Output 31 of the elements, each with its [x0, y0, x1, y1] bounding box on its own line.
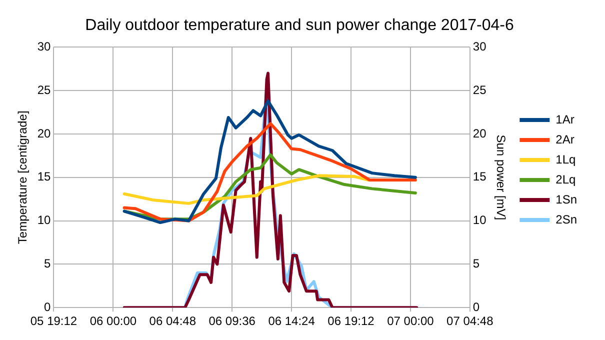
y2-tick-label: 25 [472, 82, 487, 97]
y-tick-label: 0 [44, 300, 52, 314]
y2-tick-label: 30 [472, 40, 487, 54]
x-tick-label: 06 00:00 [90, 314, 137, 328]
x-tick-label: 05 19:12 [30, 314, 78, 328]
chart-title: Daily outdoor temperature and sun power change 2017-04-6 [85, 17, 514, 34]
y-tick-label: 5 [44, 256, 52, 271]
x-tick-label: 07 00:00 [387, 314, 434, 328]
legend-label: 1Sn [556, 192, 578, 206]
y2-tick-label: 0 [472, 300, 480, 314]
y-axis-title: Temperature [centigrade] [16, 110, 30, 244]
legend-label: 2Lq [556, 172, 576, 186]
x-tick-label: 06 09:36 [208, 314, 256, 328]
x-tick-label: 07 04:48 [446, 314, 494, 328]
x-tick-label: 06 04:48 [149, 314, 196, 328]
legend-label: 2Sn [556, 212, 578, 226]
legend-label: 2Ar [556, 132, 574, 146]
y2-tick-label: 15 [472, 170, 487, 184]
y2-tick-label: 20 [472, 126, 487, 140]
legend-label: 1Lq [556, 152, 576, 166]
y-tick-label: 20 [37, 126, 52, 140]
y-tick-label: 30 [37, 40, 52, 54]
y-tick-label: 25 [37, 82, 52, 97]
y2-tick-label: 10 [472, 213, 487, 228]
legend-label: 1Ar [556, 112, 574, 126]
x-tick-label: 06 19:12 [328, 314, 375, 328]
y-tick-label: 15 [37, 170, 52, 184]
y2-axis-title: Sun power [mV] [494, 134, 508, 220]
x-tick-label: 06 14:24 [268, 314, 316, 328]
y-tick-label: 10 [37, 213, 52, 228]
y2-tick-label: 5 [472, 256, 480, 271]
